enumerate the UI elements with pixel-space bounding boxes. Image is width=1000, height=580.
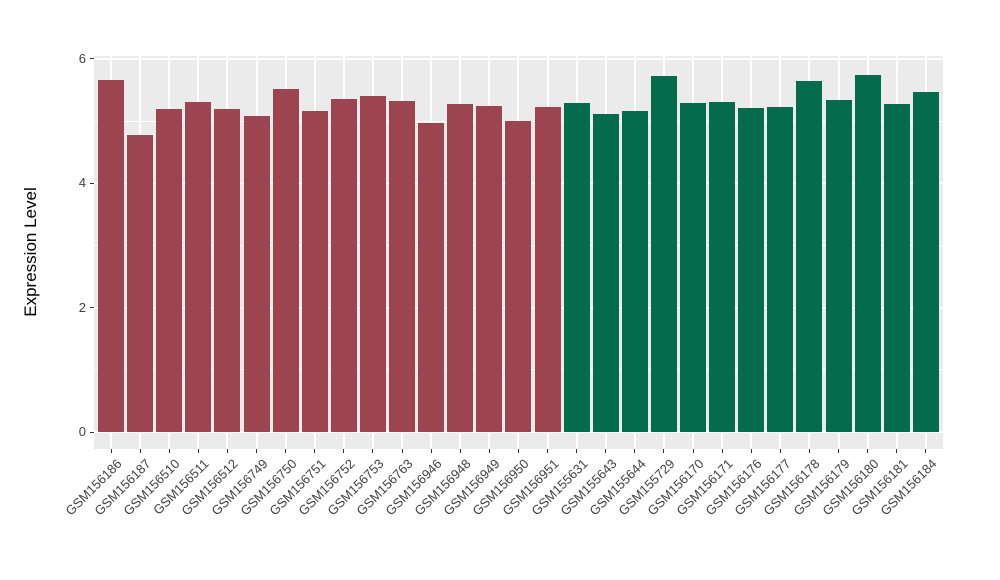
bar bbox=[389, 101, 415, 432]
x-tick-mark bbox=[925, 449, 927, 453]
x-tick-mark bbox=[197, 449, 199, 453]
y-tick-mark bbox=[90, 307, 94, 309]
y-tick-mark bbox=[90, 431, 94, 433]
bar bbox=[767, 106, 794, 432]
x-tick-mark bbox=[896, 449, 898, 453]
y-tick-mark bbox=[90, 182, 94, 184]
x-tick-mark bbox=[430, 449, 432, 453]
bar bbox=[796, 80, 823, 432]
bar bbox=[185, 102, 212, 432]
x-tick-mark bbox=[226, 449, 228, 453]
x-tick-mark bbox=[750, 449, 752, 453]
bar bbox=[825, 100, 852, 432]
bar bbox=[505, 120, 532, 432]
y-tick-label: 2 bbox=[78, 299, 86, 315]
bar bbox=[243, 116, 270, 432]
bar bbox=[272, 88, 299, 432]
bar bbox=[359, 95, 386, 432]
x-tick-mark bbox=[459, 449, 461, 453]
x-tick-mark bbox=[372, 449, 374, 453]
x-tick-mark bbox=[110, 449, 112, 453]
bar bbox=[592, 113, 619, 432]
bar bbox=[418, 123, 445, 432]
x-tick-mark bbox=[168, 449, 170, 453]
y-axis-title: Expression Level bbox=[21, 187, 40, 317]
bar bbox=[127, 134, 154, 432]
bar bbox=[621, 111, 648, 432]
x-tick-mark bbox=[605, 449, 607, 453]
bar bbox=[301, 111, 328, 432]
bar bbox=[563, 103, 590, 432]
x-tick-mark bbox=[488, 449, 490, 453]
x-tick-mark bbox=[808, 449, 810, 453]
bar bbox=[330, 99, 357, 432]
x-tick-mark bbox=[692, 449, 694, 453]
y-tick-label: 6 bbox=[78, 50, 86, 66]
x-tick-mark bbox=[343, 449, 345, 453]
x-tick-mark bbox=[547, 449, 548, 453]
x-tick-mark bbox=[139, 449, 141, 453]
x-tick-mark bbox=[779, 449, 781, 453]
x-tick-mark bbox=[285, 449, 287, 453]
x-tick-mark bbox=[256, 449, 257, 453]
x-tick-mark bbox=[838, 449, 839, 453]
plot-panel bbox=[94, 56, 943, 449]
bar bbox=[709, 101, 736, 432]
bar bbox=[98, 80, 124, 432]
y-tick-label: 0 bbox=[78, 424, 86, 439]
x-tick-mark bbox=[663, 449, 665, 453]
y-tick-mark bbox=[90, 58, 94, 60]
bar bbox=[738, 108, 765, 432]
bar bbox=[680, 103, 706, 432]
bar bbox=[214, 109, 241, 432]
x-tick-mark bbox=[401, 449, 403, 453]
bar bbox=[534, 107, 561, 432]
x-tick-mark bbox=[576, 449, 578, 453]
x-tick-mark bbox=[634, 449, 636, 453]
bar bbox=[447, 104, 474, 432]
y-tick-label: 4 bbox=[78, 175, 86, 191]
bar bbox=[883, 103, 910, 432]
x-tick-mark bbox=[721, 449, 723, 453]
x-tick-mark bbox=[314, 449, 316, 453]
x-tick-mark bbox=[517, 449, 519, 453]
bar bbox=[156, 109, 183, 432]
bar bbox=[912, 91, 939, 432]
bar bbox=[650, 75, 677, 432]
bar bbox=[476, 105, 503, 432]
x-tick-mark bbox=[867, 449, 869, 453]
bar bbox=[854, 74, 881, 432]
